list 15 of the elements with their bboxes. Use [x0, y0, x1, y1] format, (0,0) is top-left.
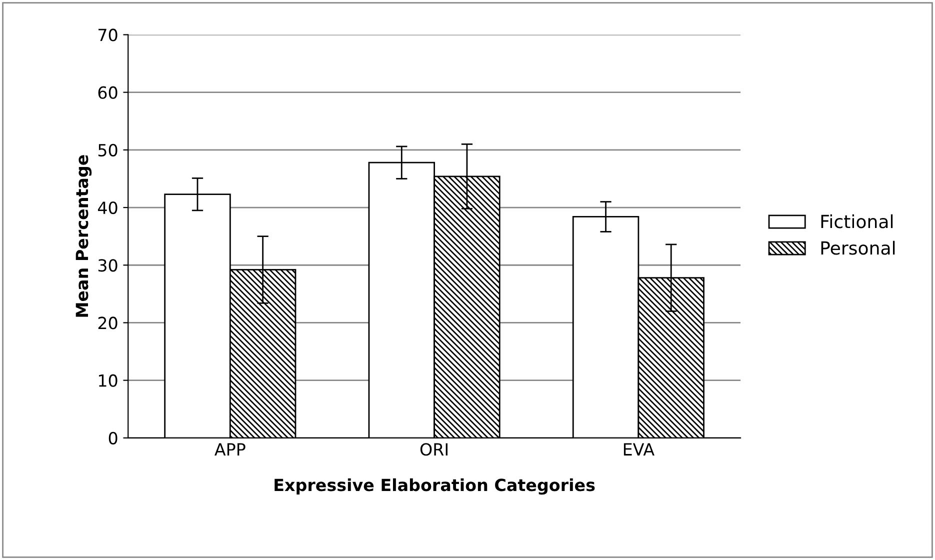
- x-axis-title: Expressive Elaboration Categories: [274, 478, 595, 495]
- y-tick-label: 10: [98, 374, 118, 387]
- y-tick-label: 60: [98, 86, 118, 99]
- x-tick-label: APP: [214, 443, 246, 456]
- x-tick-label: ORI: [420, 443, 448, 456]
- y-tick-label: 0: [108, 432, 118, 444]
- y-tick-label: 50: [98, 144, 118, 156]
- y-axis-title: Mean Percentage: [76, 155, 92, 317]
- legend-label: Personal: [821, 240, 895, 255]
- y-tick-label: 70: [98, 28, 118, 42]
- y-tick-label: 20: [98, 316, 118, 330]
- legend-label: Fictional: [821, 214, 893, 228]
- y-tick-label: 40: [98, 201, 118, 214]
- x-tick-label: EVA: [624, 443, 654, 456]
- y-tick-label: 30: [98, 259, 118, 272]
